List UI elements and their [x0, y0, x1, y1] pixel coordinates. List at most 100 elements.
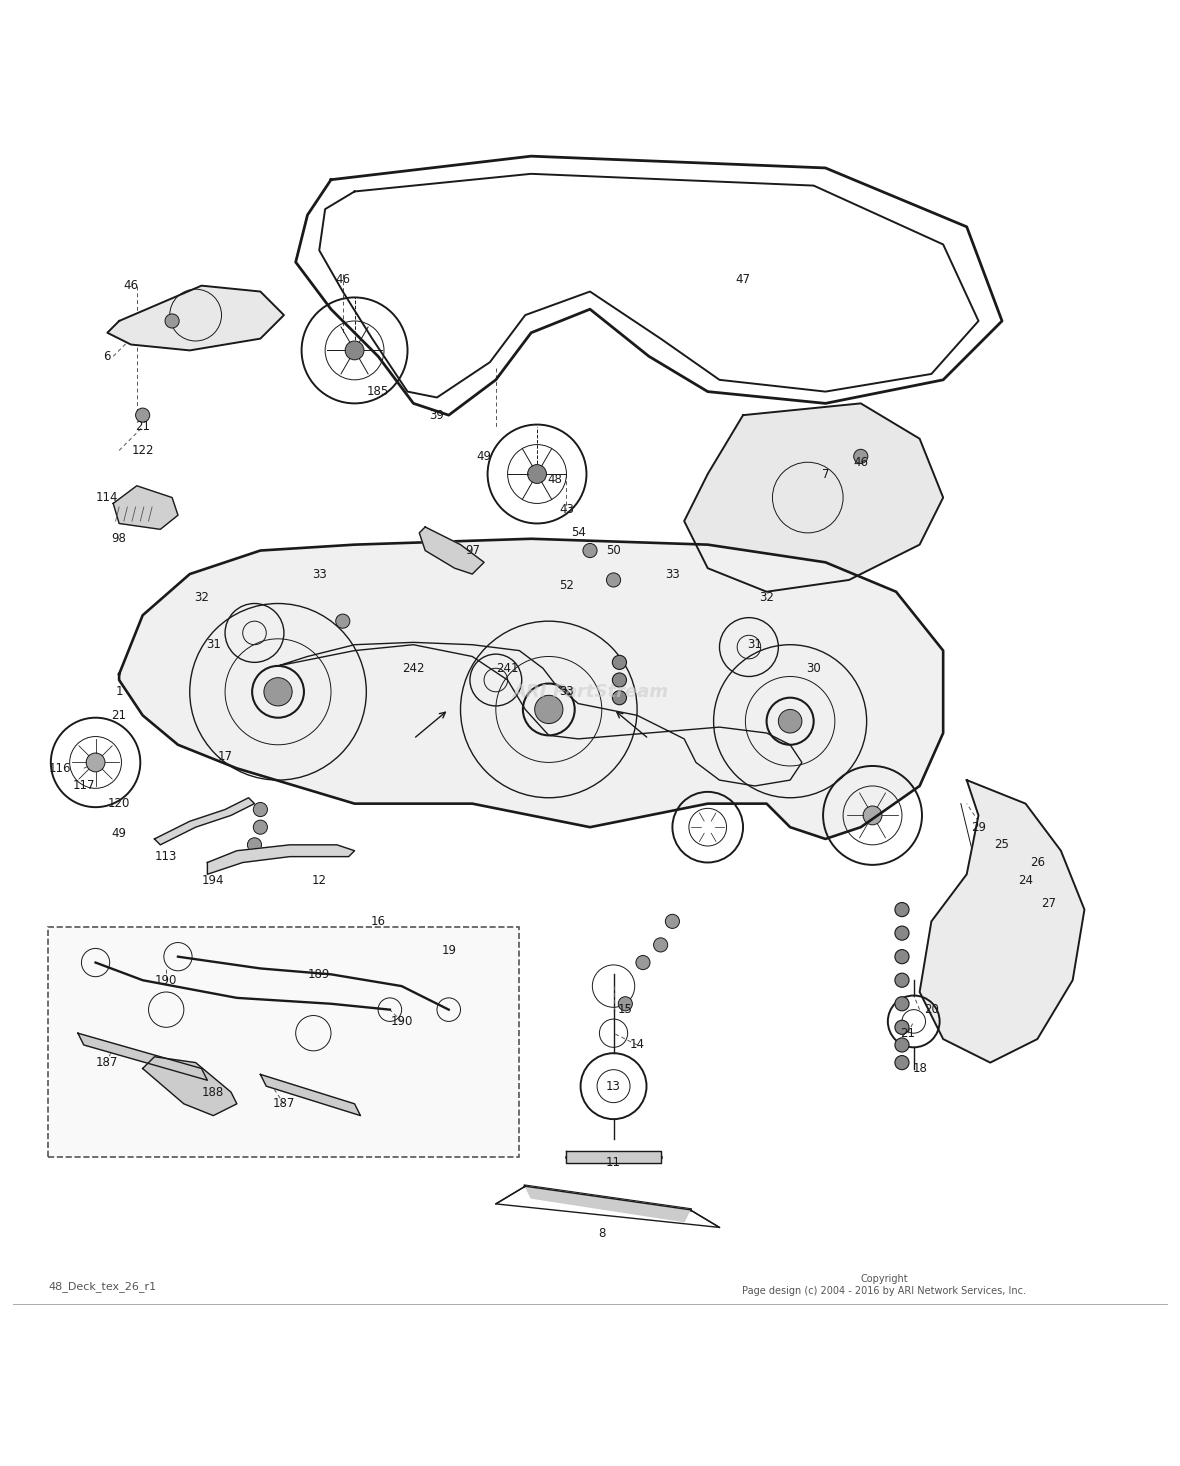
Text: 97: 97 [465, 544, 480, 557]
Polygon shape [119, 539, 943, 839]
Text: 16: 16 [371, 915, 386, 928]
Text: 17: 17 [217, 751, 232, 762]
Circle shape [86, 754, 105, 771]
Text: 98: 98 [112, 532, 126, 545]
Circle shape [894, 1056, 909, 1070]
Circle shape [654, 938, 668, 951]
Polygon shape [78, 1034, 208, 1080]
Text: 31: 31 [747, 638, 762, 651]
Text: 48_Deck_tex_26_r1: 48_Deck_tex_26_r1 [48, 1281, 157, 1292]
Circle shape [607, 573, 621, 586]
Circle shape [894, 903, 909, 916]
Text: 46: 46 [124, 279, 138, 292]
Text: 49: 49 [477, 450, 492, 463]
Text: 25: 25 [995, 839, 1009, 852]
Text: 114: 114 [96, 491, 118, 504]
Text: 18: 18 [912, 1061, 927, 1075]
Text: 46: 46 [335, 273, 350, 286]
Polygon shape [113, 485, 178, 529]
Text: 39: 39 [430, 409, 445, 422]
Circle shape [853, 449, 867, 463]
Text: 7: 7 [821, 468, 830, 481]
Text: 24: 24 [1018, 874, 1032, 887]
Text: 12: 12 [312, 874, 327, 887]
Text: 21: 21 [900, 1026, 916, 1039]
Circle shape [636, 956, 650, 969]
Circle shape [336, 614, 349, 629]
Text: 20: 20 [924, 1003, 939, 1016]
Text: 242: 242 [402, 661, 425, 674]
Polygon shape [107, 286, 284, 350]
Polygon shape [525, 1186, 690, 1221]
Text: 32: 32 [759, 591, 774, 604]
Text: 54: 54 [571, 526, 585, 539]
Circle shape [894, 1038, 909, 1053]
Text: 116: 116 [50, 762, 72, 776]
Text: 113: 113 [155, 850, 177, 863]
Text: 48: 48 [548, 474, 562, 487]
Circle shape [136, 408, 150, 422]
Text: 189: 189 [308, 968, 330, 981]
Text: 187: 187 [273, 1098, 295, 1110]
Polygon shape [143, 1057, 237, 1116]
Text: 52: 52 [559, 579, 573, 592]
Text: 32: 32 [194, 591, 209, 604]
Text: 21: 21 [136, 421, 150, 434]
Text: 47: 47 [735, 273, 750, 286]
Text: 190: 190 [391, 1014, 413, 1028]
Text: 122: 122 [131, 444, 153, 457]
Circle shape [894, 927, 909, 940]
Text: 8: 8 [598, 1227, 605, 1240]
Text: 188: 188 [202, 1085, 224, 1098]
Text: 120: 120 [107, 798, 130, 811]
Text: 33: 33 [312, 567, 327, 581]
Text: 31: 31 [205, 638, 221, 651]
Text: 27: 27 [1042, 897, 1056, 910]
Circle shape [894, 950, 909, 963]
Circle shape [863, 806, 881, 825]
Circle shape [894, 997, 909, 1012]
Circle shape [612, 655, 627, 670]
Polygon shape [684, 403, 943, 592]
Circle shape [894, 1020, 909, 1035]
Circle shape [527, 465, 546, 484]
Text: 13: 13 [607, 1079, 621, 1092]
Text: ARI PartStream: ARI PartStream [512, 683, 668, 701]
Polygon shape [566, 1151, 661, 1163]
Text: 43: 43 [559, 503, 573, 516]
Text: 30: 30 [806, 661, 821, 674]
Text: 117: 117 [72, 780, 96, 793]
Text: Page design (c) 2004 - 2016 by ARI Network Services, Inc.: Page design (c) 2004 - 2016 by ARI Netwo… [742, 1286, 1027, 1296]
Circle shape [612, 673, 627, 688]
Circle shape [583, 544, 597, 557]
Text: 49: 49 [112, 827, 126, 840]
Circle shape [248, 837, 262, 852]
Text: 185: 185 [367, 386, 389, 399]
Text: 33: 33 [666, 567, 680, 581]
Text: 50: 50 [607, 544, 621, 557]
Circle shape [618, 997, 632, 1012]
Text: Copyright: Copyright [860, 1274, 909, 1284]
Text: 26: 26 [1030, 856, 1044, 869]
Text: 33: 33 [559, 685, 573, 698]
Text: 190: 190 [155, 973, 177, 987]
Text: 11: 11 [607, 1157, 621, 1170]
Circle shape [345, 342, 363, 359]
Text: 194: 194 [202, 874, 224, 887]
Text: 187: 187 [96, 1056, 118, 1069]
Text: 241: 241 [497, 661, 519, 674]
Circle shape [535, 695, 563, 724]
Circle shape [779, 710, 802, 733]
Circle shape [894, 973, 909, 987]
Text: 19: 19 [441, 944, 457, 957]
Polygon shape [919, 780, 1084, 1063]
Text: 46: 46 [853, 456, 868, 469]
Text: 6: 6 [104, 350, 111, 362]
Text: 21: 21 [112, 710, 126, 721]
Text: 15: 15 [618, 1003, 632, 1016]
Circle shape [264, 677, 293, 707]
Polygon shape [261, 1075, 360, 1116]
Polygon shape [155, 798, 255, 844]
Text: 1: 1 [116, 685, 123, 698]
Text: 29: 29 [971, 821, 986, 834]
